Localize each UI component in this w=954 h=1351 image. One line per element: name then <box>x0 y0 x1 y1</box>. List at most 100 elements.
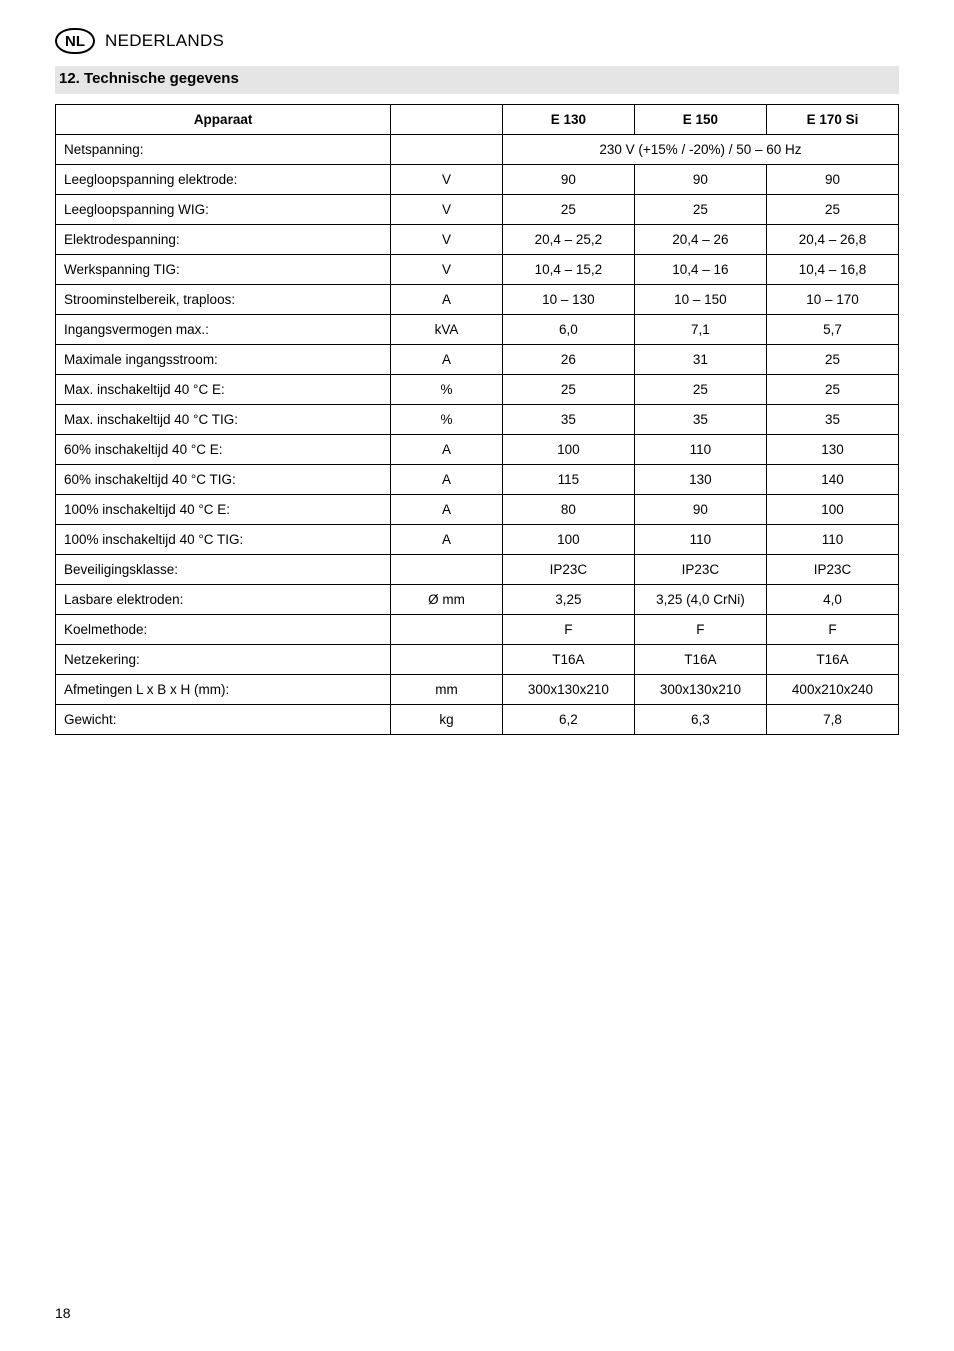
cell-merged: 230 V (+15% / -20%) / 50 – 60 Hz <box>502 135 898 165</box>
cell-label: Leegloopspanning elektrode: <box>56 165 391 195</box>
cell-e150: 90 <box>634 165 766 195</box>
cell-e150: 110 <box>634 525 766 555</box>
table-row: Stroominstelbereik, traploos:A10 – 13010… <box>56 285 899 315</box>
cell-unit: V <box>391 255 503 285</box>
cell-e130: 90 <box>502 165 634 195</box>
cell-e170si: 400x210x240 <box>766 675 898 705</box>
cell-e170si: 25 <box>766 375 898 405</box>
cell-e130: 26 <box>502 345 634 375</box>
cell-e170si: 140 <box>766 465 898 495</box>
cell-unit: V <box>391 225 503 255</box>
cell-label: 100% inschakeltijd 40 °C TIG: <box>56 525 391 555</box>
cell-e130: 25 <box>502 195 634 225</box>
cell-unit: % <box>391 375 503 405</box>
cell-e170si: 10 – 170 <box>766 285 898 315</box>
cell-e130: F <box>502 615 634 645</box>
cell-e150: 130 <box>634 465 766 495</box>
cell-e130: 25 <box>502 375 634 405</box>
table-row: 100% inschakeltijd 40 °C E:A8090100 <box>56 495 899 525</box>
cell-e170si: 5,7 <box>766 315 898 345</box>
cell-e150: 10 – 150 <box>634 285 766 315</box>
cell-unit: kVA <box>391 315 503 345</box>
cell-e170si: 20,4 – 26,8 <box>766 225 898 255</box>
table-row: 60% inschakeltijd 40 °C TIG:A115130140 <box>56 465 899 495</box>
cell-unit: A <box>391 525 503 555</box>
spec-table: Apparaat E 130 E 150 E 170 Si Netspannin… <box>55 104 899 735</box>
cell-e150: 110 <box>634 435 766 465</box>
cell-unit: A <box>391 285 503 315</box>
cell-e130: 3,25 <box>502 585 634 615</box>
table-row: Max. inschakeltijd 40 °C E:%252525 <box>56 375 899 405</box>
cell-e170si: F <box>766 615 898 645</box>
cell-label: Werkspanning TIG: <box>56 255 391 285</box>
cell-unit: % <box>391 405 503 435</box>
table-row: Werkspanning TIG:V10,4 – 15,210,4 – 1610… <box>56 255 899 285</box>
page-number: 18 <box>55 1305 71 1321</box>
cell-e130: 6,0 <box>502 315 634 345</box>
page-header: NL NEDERLANDS <box>55 28 899 54</box>
cell-label: Leegloopspanning WIG: <box>56 195 391 225</box>
table-row: 60% inschakeltijd 40 °C E:A100110130 <box>56 435 899 465</box>
cell-unit: V <box>391 165 503 195</box>
cell-e150: T16A <box>634 645 766 675</box>
section-heading: 12. Technische gegevens <box>55 66 899 94</box>
cell-e130: 115 <box>502 465 634 495</box>
table-row: Koelmethode:FFF <box>56 615 899 645</box>
cell-e130: 20,4 – 25,2 <box>502 225 634 255</box>
cell-e170si: 110 <box>766 525 898 555</box>
cell-e150: IP23C <box>634 555 766 585</box>
col-e130: E 130 <box>502 105 634 135</box>
cell-e150: 25 <box>634 375 766 405</box>
cell-e130: 10,4 – 15,2 <box>502 255 634 285</box>
table-row: Elektrodespanning:V20,4 – 25,220,4 – 262… <box>56 225 899 255</box>
cell-e170si: 130 <box>766 435 898 465</box>
cell-e130: 100 <box>502 525 634 555</box>
cell-e170si: 10,4 – 16,8 <box>766 255 898 285</box>
col-apparaat: Apparaat <box>56 105 391 135</box>
cell-e130: 6,2 <box>502 705 634 735</box>
section-number: 12. <box>59 70 80 87</box>
cell-e170si: 100 <box>766 495 898 525</box>
col-e170si: E 170 Si <box>766 105 898 135</box>
table-row: Beveiligingsklasse:IP23CIP23CIP23C <box>56 555 899 585</box>
language-label: NEDERLANDS <box>105 31 224 51</box>
cell-label: Elektrodespanning: <box>56 225 391 255</box>
cell-e150: 300x130x210 <box>634 675 766 705</box>
cell-e170si: IP23C <box>766 555 898 585</box>
cell-label: Max. inschakeltijd 40 °C E: <box>56 375 391 405</box>
table-row: Leegloopspanning elektrode:V909090 <box>56 165 899 195</box>
cell-unit: mm <box>391 675 503 705</box>
cell-e150: 31 <box>634 345 766 375</box>
cell-unit <box>391 135 503 165</box>
cell-unit: A <box>391 465 503 495</box>
cell-e150: 6,3 <box>634 705 766 735</box>
cell-e130: 10 – 130 <box>502 285 634 315</box>
cell-unit <box>391 555 503 585</box>
cell-unit: V <box>391 195 503 225</box>
cell-e150: 10,4 – 16 <box>634 255 766 285</box>
cell-e170si: 35 <box>766 405 898 435</box>
col-e150: E 150 <box>634 105 766 135</box>
cell-e130: 80 <box>502 495 634 525</box>
cell-e150: 90 <box>634 495 766 525</box>
table-row: Lasbare elektroden:Ø mm3,253,25 (4,0 CrN… <box>56 585 899 615</box>
cell-e170si: T16A <box>766 645 898 675</box>
table-row: Afmetingen L x B x H (mm):mm300x130x2103… <box>56 675 899 705</box>
cell-unit: Ø mm <box>391 585 503 615</box>
table-row: Netspanning: 230 V (+15% / -20%) / 50 – … <box>56 135 899 165</box>
table-row: Netzekering:T16AT16AT16A <box>56 645 899 675</box>
cell-label: Ingangsvermogen max.: <box>56 315 391 345</box>
cell-label: Max. inschakeltijd 40 °C TIG: <box>56 405 391 435</box>
cell-label: Koelmethode: <box>56 615 391 645</box>
cell-unit <box>391 615 503 645</box>
section-title: Technische gegevens <box>84 70 239 87</box>
cell-e150: 3,25 (4,0 CrNi) <box>634 585 766 615</box>
cell-unit <box>391 645 503 675</box>
col-unit <box>391 105 503 135</box>
cell-e150: 20,4 – 26 <box>634 225 766 255</box>
table-row: 100% inschakeltijd 40 °C TIG:A100110110 <box>56 525 899 555</box>
cell-e150: 25 <box>634 195 766 225</box>
cell-e130: IP23C <box>502 555 634 585</box>
cell-e150: 35 <box>634 405 766 435</box>
table-row: Ingangsvermogen max.:kVA6,07,15,7 <box>56 315 899 345</box>
